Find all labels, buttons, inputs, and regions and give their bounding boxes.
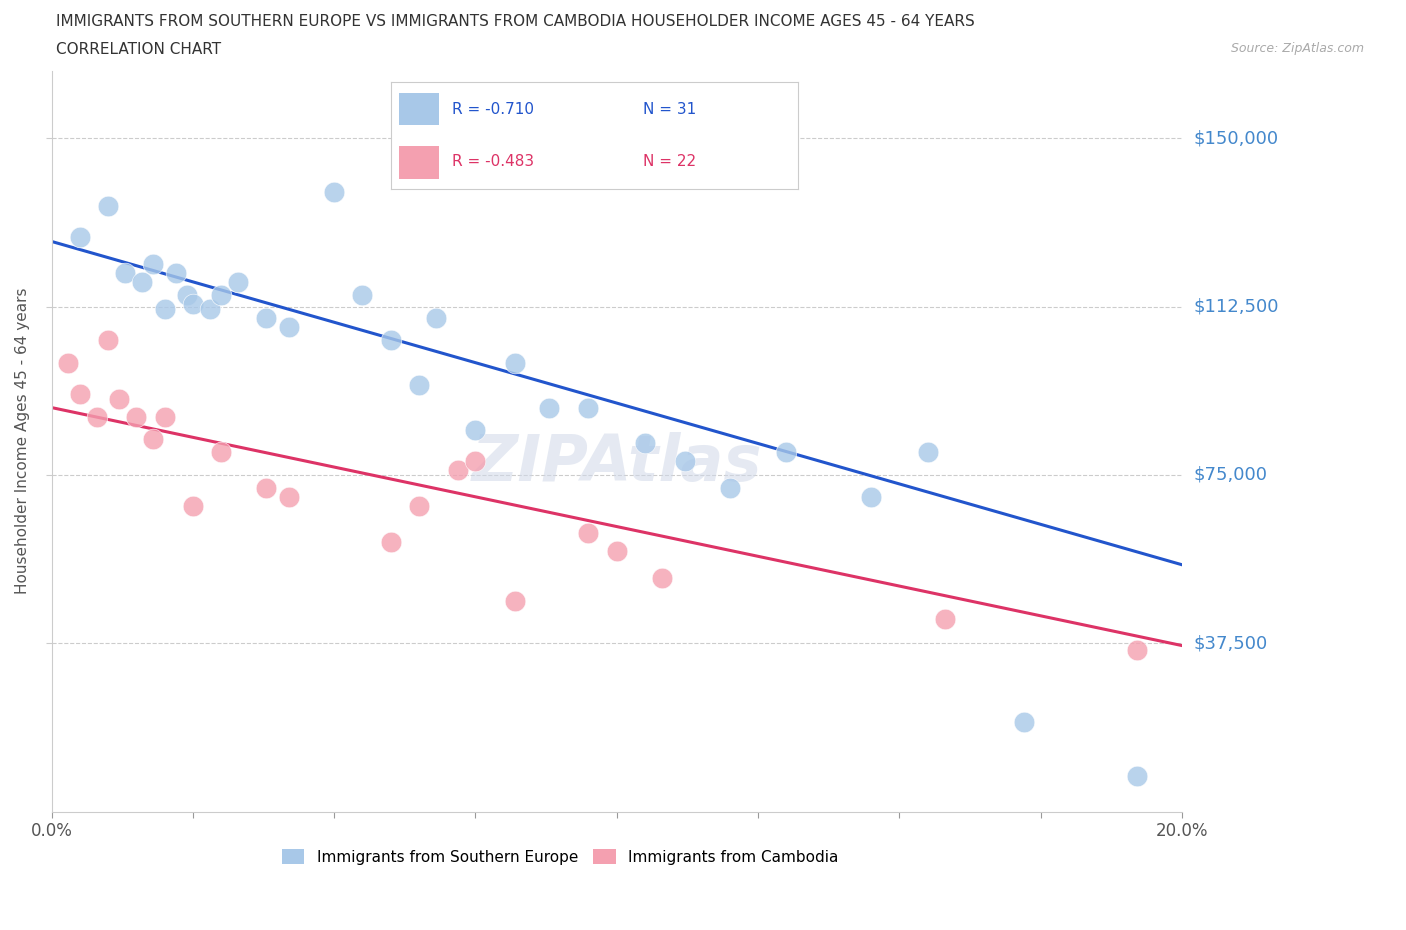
- Point: [209, 288, 232, 303]
- Point: [277, 319, 299, 334]
- Point: [917, 445, 939, 460]
- Point: [464, 422, 486, 437]
- Point: [131, 274, 153, 289]
- Point: [1012, 714, 1035, 729]
- Point: [198, 301, 221, 316]
- Text: ZIPAtlas: ZIPAtlas: [471, 432, 762, 495]
- Point: [226, 274, 249, 289]
- Point: [97, 333, 120, 348]
- Text: $37,500: $37,500: [1194, 634, 1267, 652]
- Point: [153, 301, 176, 316]
- Point: [380, 333, 402, 348]
- Point: [153, 409, 176, 424]
- Point: [142, 257, 165, 272]
- Point: [651, 571, 673, 586]
- Point: [578, 525, 600, 540]
- Point: [606, 544, 628, 559]
- Point: [537, 400, 560, 415]
- Point: [69, 230, 91, 245]
- Point: [181, 297, 204, 312]
- Point: [69, 387, 91, 402]
- Point: [254, 311, 277, 325]
- Legend: Immigrants from Southern Europe, Immigrants from Cambodia: Immigrants from Southern Europe, Immigra…: [276, 843, 845, 870]
- Text: $150,000: $150,000: [1194, 129, 1278, 147]
- Point: [277, 490, 299, 505]
- Point: [775, 445, 797, 460]
- Point: [181, 498, 204, 513]
- Point: [464, 454, 486, 469]
- Text: IMMIGRANTS FROM SOUTHERN EUROPE VS IMMIGRANTS FROM CAMBODIA HOUSEHOLDER INCOME A: IMMIGRANTS FROM SOUTHERN EUROPE VS IMMIG…: [56, 14, 974, 29]
- Point: [408, 498, 430, 513]
- Text: $75,000: $75,000: [1194, 466, 1267, 484]
- Point: [125, 409, 148, 424]
- Y-axis label: Householder Income Ages 45 - 64 years: Householder Income Ages 45 - 64 years: [15, 288, 30, 594]
- Point: [352, 288, 374, 303]
- Point: [1125, 768, 1147, 783]
- Point: [503, 355, 526, 370]
- Point: [673, 454, 696, 469]
- Point: [503, 593, 526, 608]
- Point: [97, 198, 120, 213]
- Point: [58, 355, 80, 370]
- Point: [578, 400, 600, 415]
- Point: [209, 445, 232, 460]
- Point: [634, 436, 657, 451]
- Point: [165, 265, 187, 280]
- Point: [1125, 643, 1147, 658]
- Point: [323, 184, 346, 199]
- Point: [447, 463, 470, 478]
- Point: [425, 311, 447, 325]
- Point: [408, 378, 430, 392]
- Text: $112,500: $112,500: [1194, 298, 1278, 315]
- Point: [114, 265, 136, 280]
- Point: [142, 432, 165, 446]
- Point: [860, 490, 883, 505]
- Point: [176, 288, 198, 303]
- Point: [934, 611, 956, 626]
- Point: [108, 392, 131, 406]
- Point: [86, 409, 108, 424]
- Point: [718, 481, 741, 496]
- Point: [380, 535, 402, 550]
- Text: CORRELATION CHART: CORRELATION CHART: [56, 42, 221, 57]
- Point: [254, 481, 277, 496]
- Text: Source: ZipAtlas.com: Source: ZipAtlas.com: [1230, 42, 1364, 55]
